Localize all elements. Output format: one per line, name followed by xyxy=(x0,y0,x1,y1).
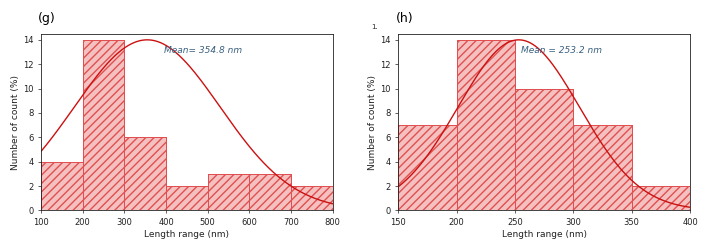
Text: 1.: 1. xyxy=(372,24,379,30)
Bar xyxy=(124,137,166,210)
Bar xyxy=(166,186,208,210)
Bar xyxy=(41,162,83,210)
Bar xyxy=(250,174,291,210)
Bar xyxy=(457,40,515,210)
Bar xyxy=(515,88,574,210)
Bar xyxy=(457,40,515,210)
Bar xyxy=(124,137,166,210)
Bar xyxy=(208,174,250,210)
Bar xyxy=(574,125,632,210)
Bar xyxy=(632,186,690,210)
Bar xyxy=(41,162,83,210)
Bar xyxy=(457,40,515,210)
Bar xyxy=(166,186,208,210)
Text: (h): (h) xyxy=(396,12,413,25)
Bar xyxy=(83,40,124,210)
X-axis label: Length range (nm): Length range (nm) xyxy=(145,230,230,239)
Bar xyxy=(124,137,166,210)
Bar xyxy=(41,162,83,210)
Text: (g): (g) xyxy=(38,12,56,25)
Bar xyxy=(250,174,291,210)
Bar xyxy=(574,125,632,210)
Bar xyxy=(166,186,208,210)
Bar xyxy=(83,40,124,210)
Bar xyxy=(632,186,690,210)
Bar xyxy=(574,125,632,210)
Y-axis label: Number of count (%): Number of count (%) xyxy=(11,74,20,170)
Bar xyxy=(291,186,333,210)
Bar xyxy=(208,174,250,210)
Bar xyxy=(83,40,124,210)
Bar xyxy=(515,88,574,210)
Bar xyxy=(291,186,333,210)
Bar xyxy=(208,174,250,210)
Bar xyxy=(250,174,291,210)
Bar xyxy=(632,186,690,210)
Text: Mean = 253.2 nm: Mean = 253.2 nm xyxy=(521,46,602,55)
Bar xyxy=(398,125,457,210)
X-axis label: Length range (nm): Length range (nm) xyxy=(502,230,586,239)
Bar xyxy=(398,125,457,210)
Bar xyxy=(291,186,333,210)
Bar xyxy=(398,125,457,210)
Y-axis label: Number of count (%): Number of count (%) xyxy=(369,74,377,170)
Text: Mean= 354.8 nm: Mean= 354.8 nm xyxy=(164,46,242,55)
Bar xyxy=(515,88,574,210)
